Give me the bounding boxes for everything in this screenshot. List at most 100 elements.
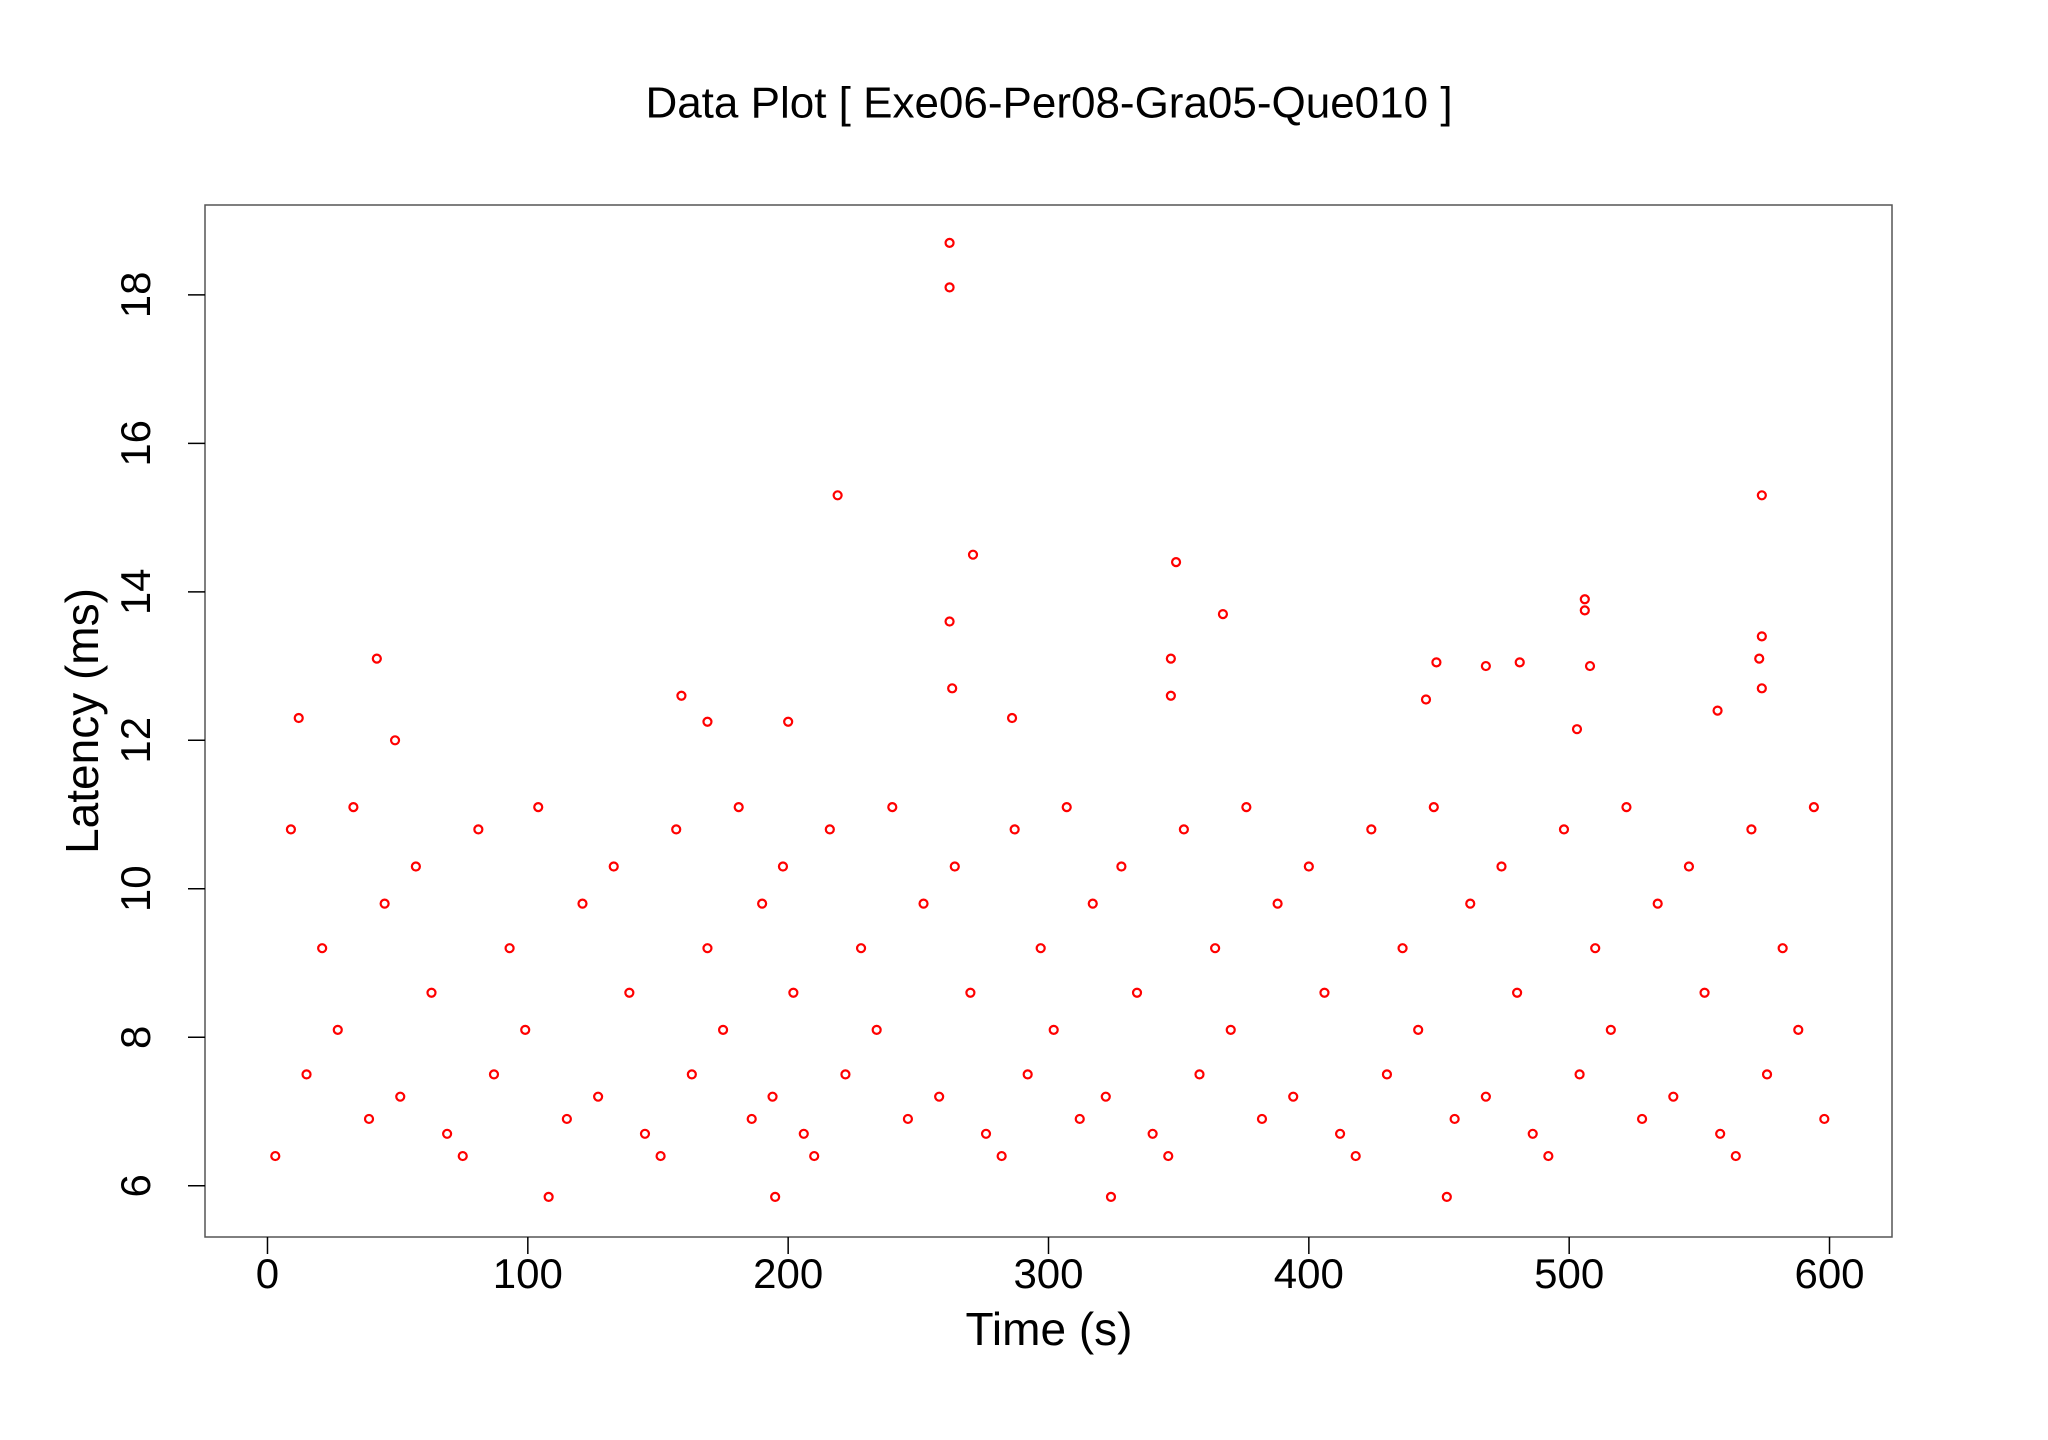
point bbox=[561, 1113, 572, 1125]
point bbox=[655, 1150, 666, 1162]
point bbox=[639, 1128, 651, 1139]
point bbox=[442, 1128, 453, 1139]
point bbox=[1819, 1113, 1830, 1125]
point bbox=[777, 861, 789, 872]
y-tick-label: 14 bbox=[112, 568, 159, 615]
x-tick-label: 0 bbox=[256, 1250, 279, 1297]
point bbox=[1746, 824, 1757, 835]
point bbox=[379, 898, 390, 909]
point bbox=[733, 802, 744, 813]
point bbox=[1272, 898, 1283, 909]
point bbox=[533, 802, 544, 813]
point bbox=[317, 943, 328, 954]
x-tick-label: 600 bbox=[1794, 1250, 1864, 1297]
point bbox=[840, 1069, 851, 1080]
point bbox=[301, 1069, 312, 1080]
x-axis-label: Time (s) bbox=[966, 1303, 1133, 1355]
point bbox=[1428, 802, 1439, 813]
point bbox=[676, 690, 687, 701]
point bbox=[1514, 657, 1525, 668]
point bbox=[520, 1024, 531, 1035]
point bbox=[996, 1150, 1007, 1162]
point bbox=[1730, 1150, 1741, 1162]
point bbox=[1163, 1150, 1174, 1162]
point bbox=[1303, 861, 1314, 872]
point bbox=[332, 1024, 343, 1035]
point bbox=[809, 1150, 820, 1162]
point bbox=[371, 653, 382, 664]
point bbox=[1756, 490, 1767, 501]
point bbox=[285, 824, 297, 835]
point bbox=[1754, 653, 1765, 664]
point bbox=[788, 987, 799, 998]
point bbox=[1334, 1128, 1346, 1139]
point bbox=[1022, 1069, 1033, 1080]
point bbox=[593, 1091, 604, 1102]
point bbox=[1397, 943, 1408, 954]
point bbox=[702, 716, 713, 727]
point bbox=[1496, 861, 1507, 872]
point bbox=[389, 735, 401, 746]
x-tick-label: 200 bbox=[753, 1250, 823, 1297]
point bbox=[1100, 1091, 1111, 1102]
point bbox=[293, 712, 304, 724]
y-tick-label: 18 bbox=[112, 271, 159, 318]
point bbox=[1147, 1128, 1158, 1139]
point bbox=[1715, 1128, 1726, 1139]
point bbox=[1449, 1113, 1460, 1125]
point bbox=[1256, 1113, 1268, 1125]
point bbox=[1793, 1024, 1804, 1035]
point bbox=[767, 1091, 778, 1102]
point bbox=[1170, 557, 1182, 568]
point bbox=[1350, 1150, 1361, 1162]
point bbox=[702, 943, 713, 954]
point bbox=[1009, 824, 1020, 835]
x-tick-label: 100 bbox=[493, 1250, 563, 1297]
point bbox=[1756, 683, 1767, 694]
point bbox=[855, 943, 867, 954]
point bbox=[457, 1150, 468, 1162]
point bbox=[624, 987, 635, 998]
point bbox=[1579, 594, 1590, 605]
point bbox=[757, 898, 768, 909]
point bbox=[426, 987, 437, 998]
point bbox=[1579, 605, 1590, 616]
point bbox=[395, 1091, 406, 1102]
point bbox=[1636, 1113, 1648, 1125]
point bbox=[671, 824, 682, 835]
point bbox=[1512, 987, 1523, 998]
point bbox=[504, 943, 515, 954]
point bbox=[1061, 802, 1072, 813]
point bbox=[1712, 705, 1723, 716]
point bbox=[686, 1069, 697, 1080]
point bbox=[1225, 1024, 1236, 1035]
point bbox=[1527, 1128, 1538, 1139]
point bbox=[871, 1024, 882, 1035]
point bbox=[1652, 898, 1663, 909]
point bbox=[1074, 1113, 1085, 1125]
point bbox=[1584, 660, 1596, 672]
point bbox=[1761, 1069, 1773, 1080]
point bbox=[1480, 660, 1491, 672]
point bbox=[1590, 943, 1601, 954]
point bbox=[1431, 657, 1442, 668]
x-tick-label: 500 bbox=[1534, 1250, 1604, 1297]
point bbox=[1480, 1091, 1491, 1102]
point bbox=[798, 1128, 809, 1139]
point bbox=[934, 1091, 945, 1102]
point bbox=[1319, 987, 1330, 998]
point bbox=[473, 824, 484, 835]
point bbox=[1241, 802, 1252, 813]
point bbox=[967, 549, 979, 560]
point bbox=[1543, 1150, 1554, 1162]
point bbox=[1381, 1069, 1393, 1080]
point bbox=[1366, 824, 1377, 835]
y-tick-label: 8 bbox=[112, 1026, 159, 1049]
point bbox=[1087, 898, 1098, 909]
point bbox=[1217, 608, 1229, 620]
point bbox=[1683, 861, 1695, 872]
point bbox=[543, 1191, 554, 1203]
point bbox=[980, 1128, 992, 1139]
point bbox=[1048, 1024, 1059, 1035]
